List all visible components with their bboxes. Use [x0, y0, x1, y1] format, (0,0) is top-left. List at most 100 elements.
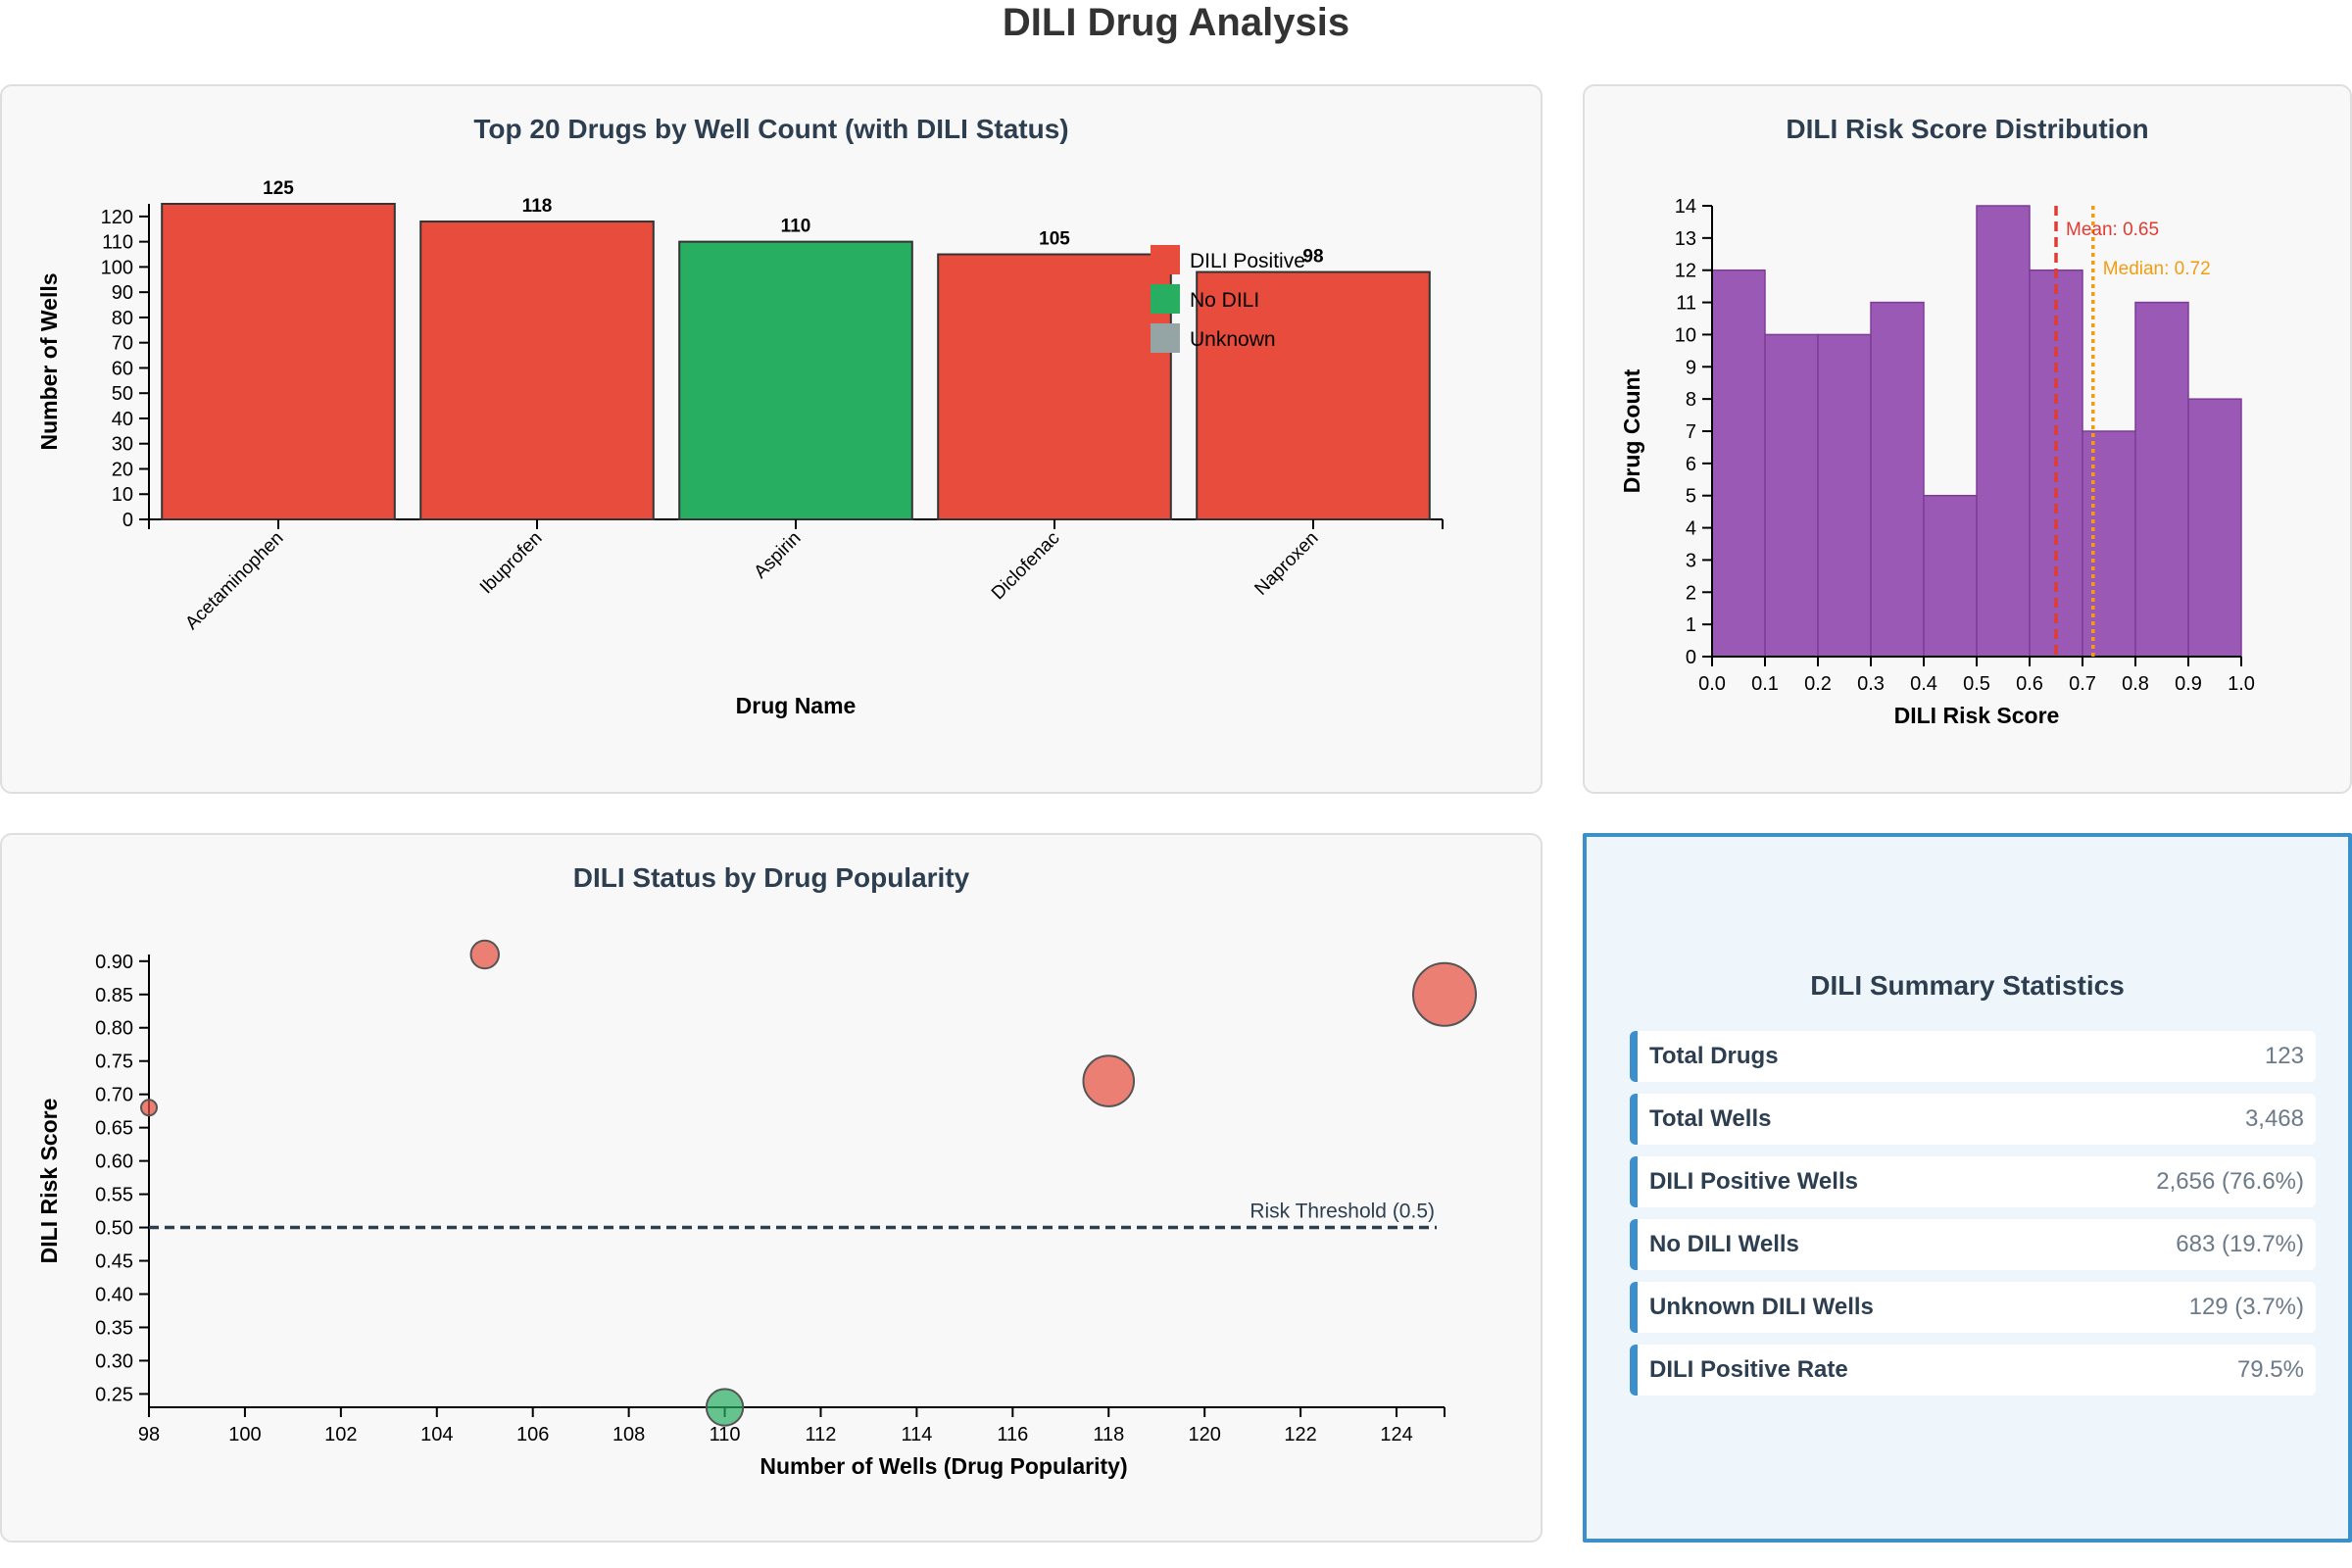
- bar: [419, 220, 655, 520]
- x-axis-label: Drug Name: [736, 693, 857, 718]
- stat-value: 3,468: [2244, 1105, 2304, 1132]
- x-axis-label: DILI Risk Score: [1894, 703, 2060, 728]
- stat-value: 2,656 (76.6%): [2156, 1168, 2304, 1195]
- stat-label: Total Drugs: [1649, 1043, 1779, 1069]
- histogram-bar: [1817, 333, 1872, 658]
- histogram-bar: [2134, 301, 2189, 658]
- y-tick-label: 50: [112, 383, 133, 405]
- bar-value-label: 118: [522, 196, 553, 217]
- stat-label: No DILI Wells: [1649, 1231, 1799, 1257]
- x-tick-label: 0.5: [1963, 673, 1990, 695]
- stat-row-no-dili-wells: No DILI Wells 683 (19.7%): [1630, 1219, 2316, 1270]
- y-tick-label: 4: [1686, 518, 1696, 540]
- y-tick-label: 120: [101, 207, 133, 228]
- x-tick-label: Acetaminophen: [181, 528, 287, 634]
- stat-row-total-drugs: Total Drugs 123: [1630, 1031, 2316, 1082]
- scatter-title: DILI Status by Drug Popularity: [572, 862, 970, 893]
- y-tick-label: 1: [1686, 614, 1696, 636]
- histogram-bar: [1711, 269, 1766, 658]
- page-title: DILI Drug Analysis: [1002, 1, 1350, 44]
- summary-stats-title: DILI Summary Statistics: [1810, 970, 2125, 1001]
- x-tick-label: 0.8: [2122, 673, 2149, 695]
- y-tick-label: 12: [1675, 261, 1696, 282]
- y-tick-label: 0.60: [95, 1152, 133, 1173]
- x-tick-label: Naproxen: [1250, 528, 1322, 600]
- x-tick-label: 110: [710, 1424, 741, 1446]
- y-tick-label: 11: [1676, 293, 1696, 315]
- stat-label: Unknown DILI Wells: [1649, 1294, 1874, 1320]
- bar: [937, 253, 1172, 521]
- y-axis-label: Number of Wells: [36, 272, 62, 450]
- y-tick-label: 6: [1686, 454, 1696, 475]
- x-tick-label: 0.2: [1804, 673, 1832, 695]
- bar-value-label: 105: [1039, 229, 1070, 250]
- stat-value: 683 (19.7%): [2176, 1231, 2304, 1257]
- bar-chart-panel: Top 20 Drugs by Well Count (with DILI St…: [0, 84, 1543, 794]
- x-tick-label: 0.9: [2175, 673, 2202, 695]
- x-tick-label: Aspirin: [751, 528, 806, 583]
- scatter-point: [1412, 961, 1477, 1027]
- y-tick-label: 70: [112, 333, 133, 355]
- mean-label: Mean: 0.65: [2066, 220, 2159, 240]
- histogram-bar: [1923, 494, 1978, 658]
- x-tick-label: 116: [997, 1424, 1028, 1446]
- x-tick-label: 122: [1284, 1424, 1316, 1446]
- y-tick-label: 0.70: [95, 1085, 133, 1106]
- y-tick-label: 0.30: [95, 1350, 133, 1372]
- y-tick-label: 0.55: [95, 1185, 133, 1206]
- y-tick-label: 0.90: [95, 952, 133, 973]
- y-tick-label: 30: [112, 434, 133, 456]
- histogram-title: DILI Risk Score Distribution: [1786, 114, 2149, 144]
- y-axis-label: Drug Count: [1619, 368, 1644, 493]
- y-tick-label: 10: [1675, 324, 1696, 346]
- bar-chart: 0 10 20 30 40 50 60 70 80 90 100 110 120 125 Acetamino…: [36, 178, 1444, 718]
- bar-value-label: 125: [263, 178, 294, 199]
- stat-value: 79.5%: [2236, 1356, 2304, 1383]
- x-tick-label: 0.4: [1910, 673, 1937, 695]
- legend-swatch: [1151, 284, 1180, 314]
- legend-label: No DILI: [1190, 289, 1259, 312]
- x-tick-label: 0.7: [2069, 673, 2096, 695]
- bar-value-label: 98: [1302, 247, 1323, 268]
- y-tick-label: 0.65: [95, 1118, 133, 1140]
- histogram-bar: [2082, 430, 2136, 658]
- scatter-point: [705, 1388, 745, 1427]
- scatter-point: [469, 939, 500, 970]
- y-tick-label: 10: [112, 484, 133, 506]
- stat-label: DILI Positive Wells: [1649, 1168, 1858, 1195]
- stat-row-total-wells: Total Wells 3,468: [1630, 1094, 2316, 1145]
- stat-label: Total Wells: [1649, 1105, 1772, 1132]
- y-tick-label: 7: [1686, 421, 1696, 443]
- y-tick-label: 0.80: [95, 1018, 133, 1040]
- y-tick-label: 80: [112, 308, 133, 329]
- y-axis-label: DILI Risk Score: [36, 1099, 62, 1264]
- scatter-chart: 0.25 0.30 0.35 0.40 0.45 0.50 0.55 0.60 0.65 0.70…: [36, 939, 1477, 1479]
- stat-value: 129 (3.7%): [2188, 1294, 2304, 1320]
- x-tick-label: 114: [901, 1424, 932, 1446]
- y-tick-label: 90: [112, 282, 133, 304]
- y-tick-label: 110: [102, 232, 133, 254]
- histogram-bar: [1764, 333, 1819, 658]
- legend-swatch: [1151, 323, 1180, 353]
- y-tick-label: 0.50: [95, 1218, 133, 1240]
- y-tick-label: 0.35: [95, 1317, 133, 1339]
- y-tick-label: 13: [1675, 228, 1696, 250]
- y-tick-label: 0.25: [95, 1384, 133, 1405]
- y-tick-label: 0.75: [95, 1052, 133, 1073]
- bar-chart-title: Top 20 Drugs by Well Count (with DILI St…: [473, 114, 1069, 144]
- y-tick-label: 0.85: [95, 985, 133, 1006]
- legend-label: DILI Positive: [1190, 250, 1305, 272]
- x-tick-label: 124: [1380, 1424, 1412, 1446]
- y-tick-label: 100: [101, 257, 133, 278]
- histogram-bar: [1976, 205, 2031, 658]
- x-tick-label: 1.0: [2228, 673, 2255, 695]
- summary-stats-panel: DILI Summary Statistics Total Drugs 123 …: [1583, 833, 2352, 1543]
- bar: [1196, 270, 1431, 520]
- y-tick-label: 5: [1686, 486, 1696, 508]
- x-tick-label: Diclofenac: [988, 528, 1064, 605]
- y-tick-label: 0: [122, 510, 133, 531]
- x-tick-label: 118: [1093, 1424, 1124, 1446]
- x-tick-label: 98: [138, 1424, 160, 1446]
- x-tick-label: 112: [806, 1424, 837, 1446]
